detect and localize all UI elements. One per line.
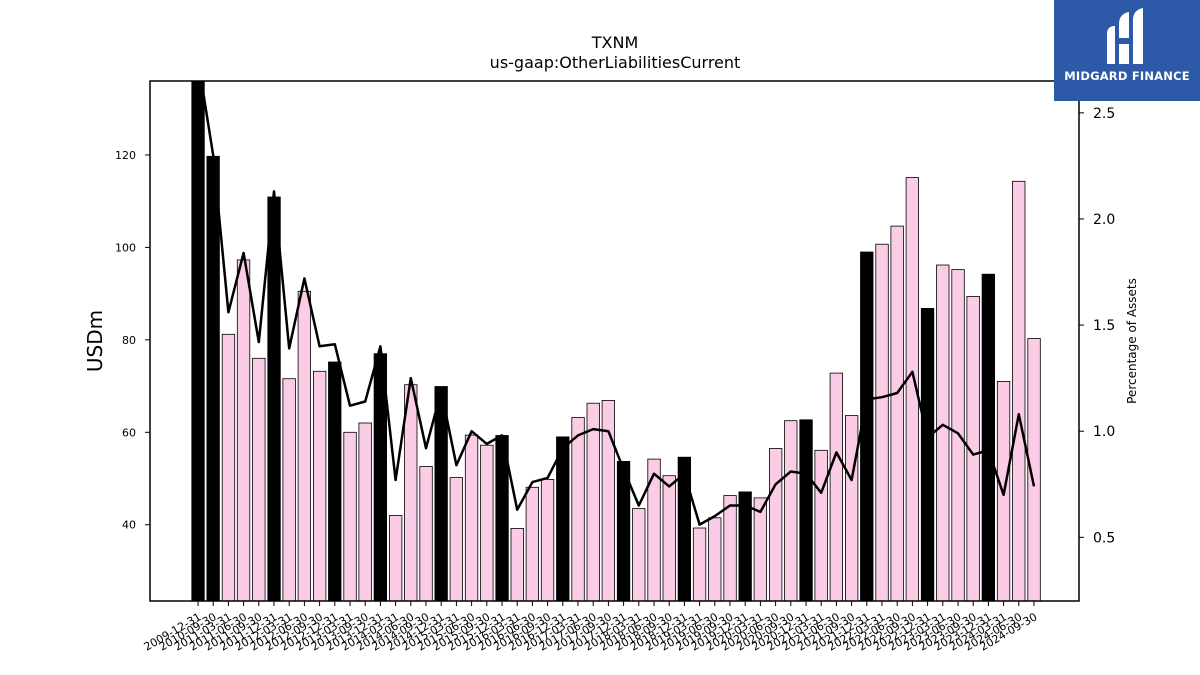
bar <box>936 264 950 602</box>
x-axis: 2009-12-312010-09-302011-03-312011-06-30… <box>142 601 1040 654</box>
y-tick-label: 80 <box>122 334 136 347</box>
bar <box>328 361 342 602</box>
bar <box>1012 180 1026 602</box>
bar <box>343 431 357 602</box>
bar <box>753 497 767 602</box>
chart-subtitle: us-gaap:OtherLiabilitiesCurrent <box>490 53 741 72</box>
bar <box>769 448 783 602</box>
bar <box>829 372 843 602</box>
bar <box>708 517 722 602</box>
bar <box>662 475 676 602</box>
bar <box>981 273 995 602</box>
bar <box>799 419 813 602</box>
bar <box>297 290 312 602</box>
y-tick-label: 60 <box>122 426 136 439</box>
chart-title: TXNM <box>591 33 639 52</box>
bar <box>525 486 539 602</box>
bar <box>464 434 479 602</box>
y-axis-label: USDm <box>83 310 107 372</box>
bar <box>845 415 859 602</box>
logo-text: MIDGARD FINANCE <box>1064 69 1190 83</box>
bar <box>480 444 494 602</box>
bar <box>191 80 205 602</box>
bar <box>358 422 372 602</box>
y2-tick-label: 2.5 <box>1093 106 1115 122</box>
plot-frame <box>149 80 1080 602</box>
bar <box>449 477 464 602</box>
percentage-line <box>200 81 1036 526</box>
bar <box>206 155 220 602</box>
bar <box>419 466 433 602</box>
bar <box>388 515 403 602</box>
bar <box>540 478 555 602</box>
bar <box>510 528 524 602</box>
y-tick-label: 40 <box>122 519 136 532</box>
y2-tick-label: 2.0 <box>1093 212 1115 228</box>
bar <box>814 449 828 602</box>
bar <box>875 243 889 602</box>
bar <box>556 436 570 602</box>
bar <box>723 495 737 602</box>
midgard-finance-logo: MIDGARD FINANCE <box>1054 0 1200 101</box>
bar <box>692 527 707 602</box>
percentage-line-series <box>200 81 1036 526</box>
bar <box>267 196 281 602</box>
y2-axis-label: Percentage of Assets <box>1125 278 1139 404</box>
bar <box>282 378 296 602</box>
bar <box>571 417 585 602</box>
y-tick-label: 100 <box>115 241 136 254</box>
bar <box>252 357 266 602</box>
y2-tick-label: 1.5 <box>1093 318 1115 334</box>
bar <box>434 386 448 602</box>
y2-axis: 0.5 1.0 1.5 2.0 2.5 <box>1079 106 1115 546</box>
bar <box>236 259 251 602</box>
bar <box>312 370 327 602</box>
bar <box>920 307 935 602</box>
bar <box>586 402 600 602</box>
bar <box>404 384 418 602</box>
y-axis: 40 60 80 100 120 <box>115 149 150 532</box>
y-tick-label: 120 <box>115 149 136 162</box>
bar <box>221 333 236 602</box>
bar <box>632 508 646 602</box>
midgard-logo-icon <box>1107 8 1143 64</box>
y2-tick-label: 0.5 <box>1093 530 1115 546</box>
bar <box>784 420 798 602</box>
y2-tick-label: 1.0 <box>1093 424 1115 440</box>
bar <box>890 225 904 602</box>
